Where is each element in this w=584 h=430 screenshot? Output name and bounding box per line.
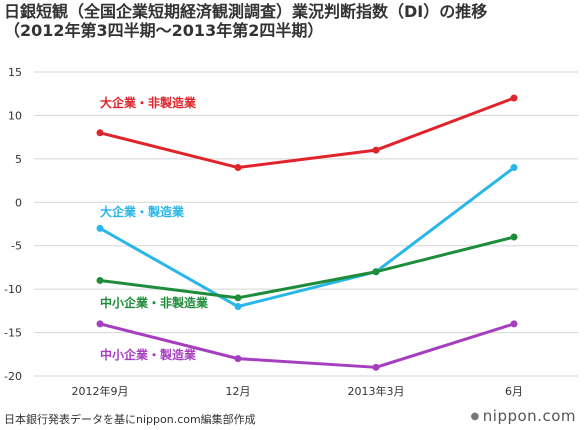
data-point xyxy=(372,363,380,371)
y-tick-label: -20 xyxy=(4,370,22,383)
y-tick-label: 15 xyxy=(8,66,22,79)
x-tick-label: 6月 xyxy=(505,385,523,398)
y-tick-label: -15 xyxy=(4,327,22,340)
x-tick-label: 2013年3月 xyxy=(348,384,405,398)
series-label-2: 大企業・製造業 xyxy=(100,204,185,219)
data-point xyxy=(510,164,518,172)
y-tick-label: 5 xyxy=(15,153,22,166)
series-line-4 xyxy=(98,322,516,369)
chart-title-line-2: （2012年第3四半期〜2013年第2四半期） xyxy=(4,21,324,40)
y-axis-ticks: 15 10 5 0 -5 -10 -15 -20 xyxy=(4,66,22,383)
data-point xyxy=(96,224,104,232)
series-label-4: 中小企業・製造業 xyxy=(100,347,197,362)
data-point xyxy=(372,146,380,154)
data-point xyxy=(372,268,380,276)
data-point xyxy=(234,355,242,363)
series-line-2 xyxy=(98,166,516,309)
data-point xyxy=(234,294,242,302)
data-point xyxy=(234,303,242,311)
data-point xyxy=(96,320,104,328)
data-point xyxy=(96,129,104,137)
y-tick-label: -5 xyxy=(11,240,22,253)
data-point xyxy=(96,276,104,284)
y-tick-label: -10 xyxy=(4,283,22,296)
chart-title: 日銀短観（全国企業短期経済観測調査）業況判断指数（DI）の推移 （2012年第3… xyxy=(4,2,580,40)
series-line-3 xyxy=(98,235,516,300)
series-label-1: 大企業・非製造業 xyxy=(100,95,197,110)
x-tick-label: 12月 xyxy=(226,385,251,398)
data-point xyxy=(510,233,518,241)
series-group xyxy=(96,94,518,371)
data-point xyxy=(510,94,518,102)
data-point xyxy=(234,164,242,172)
brand-text: nippon.com xyxy=(482,407,576,425)
brand-logo: ● nippon.com xyxy=(471,407,576,425)
brand-dot-icon: ● xyxy=(470,411,480,422)
series-label-3: 中小企業・非製造業 xyxy=(100,295,209,310)
source-note: 日本銀行発表データを基にnippon.com編集部作成 xyxy=(4,413,256,426)
x-axis-ticks: 2012年9月 12月 2013年3月 6月 xyxy=(72,384,524,398)
chart-title-line-1: 日銀短観（全国企業短期経済観測調査）業況判断指数（DI）の推移 xyxy=(4,2,488,21)
y-tick-label: 0 xyxy=(15,196,22,209)
series-line-1 xyxy=(98,96,516,170)
x-tick-label: 2012年9月 xyxy=(72,384,129,398)
y-tick-label: 10 xyxy=(8,109,22,122)
data-point xyxy=(510,320,518,328)
